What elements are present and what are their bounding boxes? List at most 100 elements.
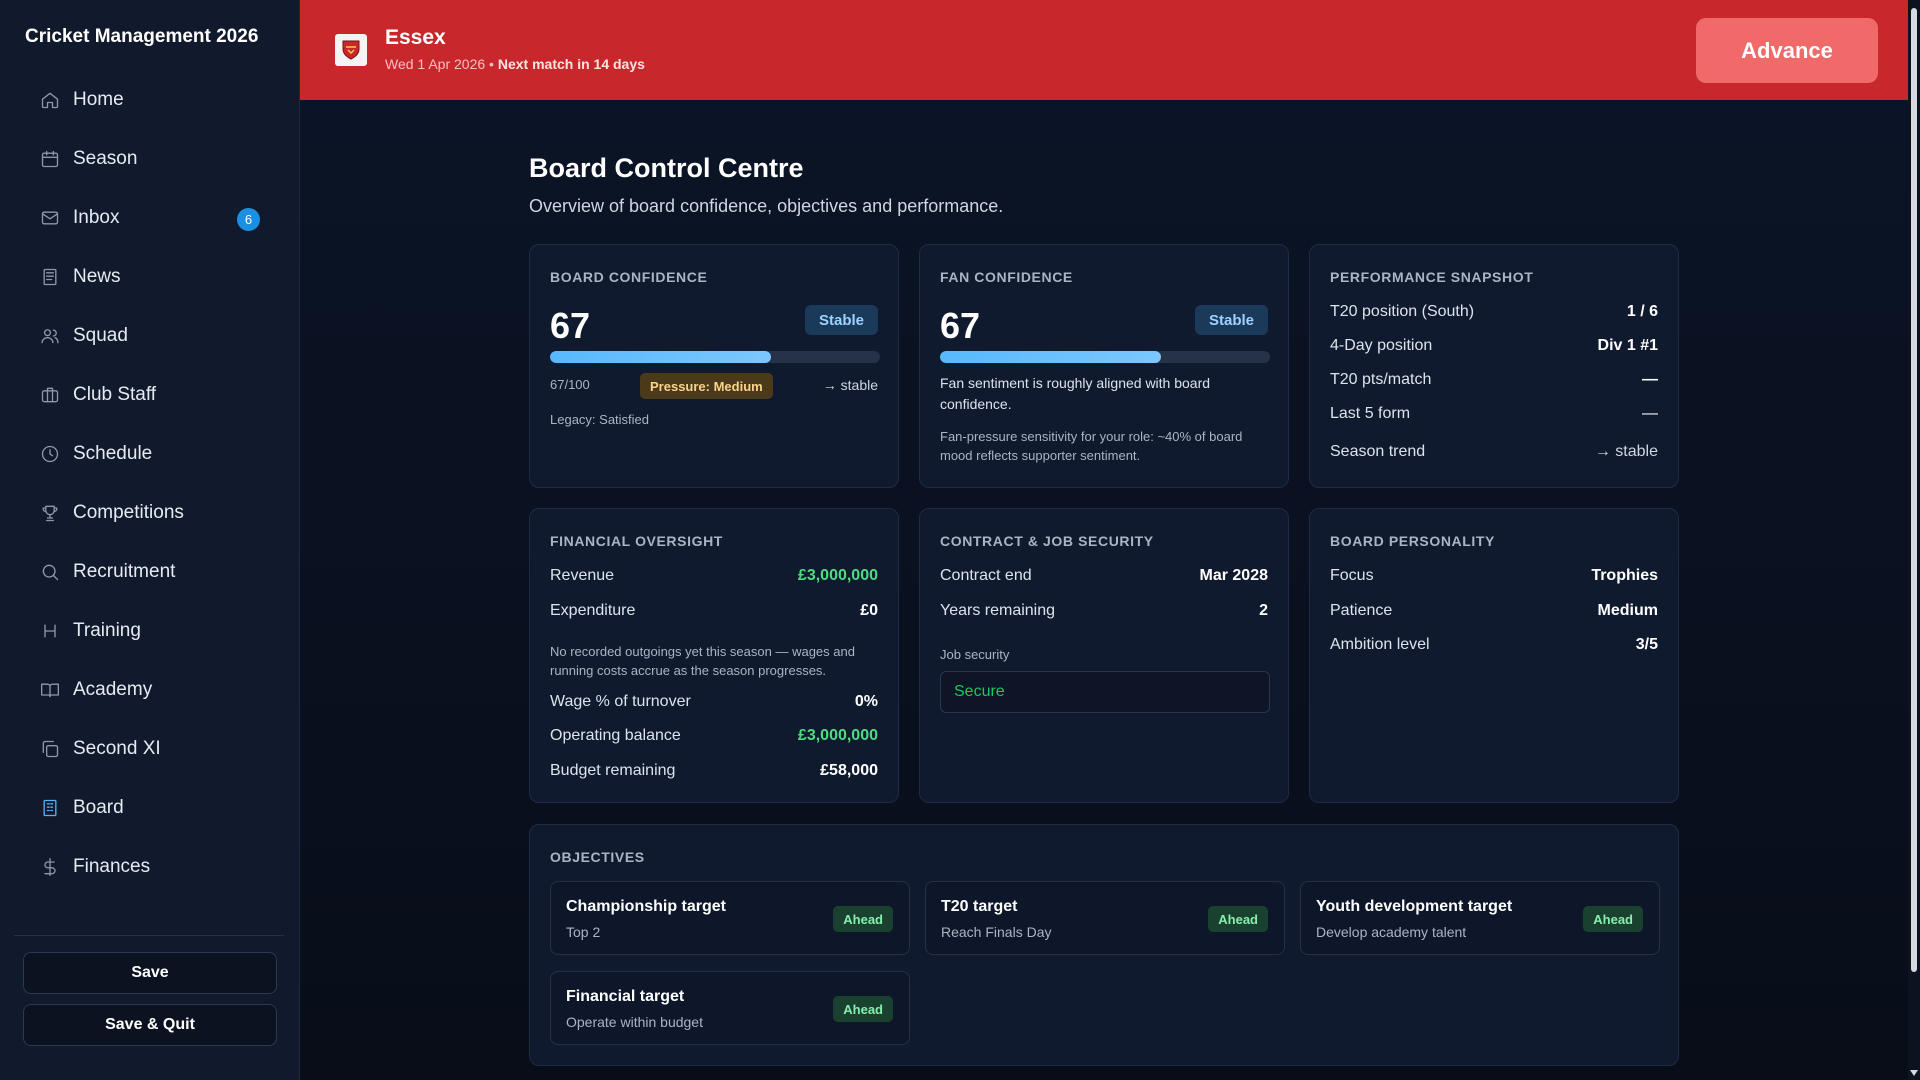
pressure-badge: Pressure: Medium (640, 373, 773, 399)
current-date: Wed 1 Apr 2026 (385, 56, 486, 72)
card-title: FAN CONFIDENCE (940, 269, 1073, 285)
perf-row: T20 pts/match — (1330, 371, 1658, 389)
objective-subtitle: Operate within budget (566, 1014, 703, 1030)
perf-value: — (1642, 371, 1658, 388)
budget-remaining-label: Budget remaining (550, 762, 676, 779)
sidebar-item-inbox[interactable]: Inbox 6 (0, 188, 300, 247)
board-personality-card: BOARD PERSONALITY Focus Trophies Patience… (1309, 508, 1679, 803)
financial-oversight-card: FINANCIAL OVERSIGHT Revenue £3,000,000 Ex… (529, 508, 899, 803)
wage-label: Wage % of turnover (550, 693, 691, 710)
budget-remaining-row: Budget remaining £58,000 (550, 762, 878, 780)
sidebar-item-label: Schedule (73, 442, 153, 464)
objective-title: Youth development target (1316, 898, 1513, 915)
card-title: FINANCIAL OVERSIGHT (550, 533, 723, 549)
scrollbar-thumb[interactable] (1911, 8, 1917, 972)
sidebar-item-home[interactable]: Home (0, 70, 300, 129)
objective-subtitle: Develop academy talent (1316, 924, 1467, 940)
objective-item[interactable]: Championship target Top 2 Ahead (550, 881, 910, 955)
inbox-unread-badge: 6 (237, 208, 260, 231)
perf-label: T20 pts/match (1330, 371, 1432, 388)
perf-value: 1 / 6 (1626, 303, 1658, 320)
scroll-down-arrow-icon[interactable] (1910, 1070, 1918, 1076)
sidebar-item-board[interactable]: Board (0, 778, 300, 837)
sidebar-item-season[interactable]: Season (0, 129, 300, 188)
sidebar-item-academy[interactable]: Academy (0, 660, 300, 719)
sidebar-item-label: Club Staff (73, 383, 157, 405)
sidebar-item-competitions[interactable]: Competitions (0, 483, 300, 542)
dumbbell-icon (40, 621, 60, 641)
operating-balance-label: Operating balance (550, 727, 681, 744)
contract-end-value: Mar 2028 (1199, 567, 1269, 584)
objective-subtitle: Reach Finals Day (941, 924, 1052, 940)
sidebar-item-finances[interactable]: Finances (0, 837, 300, 896)
focus-label: Focus (1330, 567, 1374, 584)
sidebar-item-club-staff[interactable]: Club Staff (0, 365, 300, 424)
sidebar-item-label: Second XI (73, 737, 161, 759)
objective-title: Championship target (566, 898, 727, 915)
revenue-row: Revenue £3,000,000 (550, 567, 878, 585)
objective-status-badge: Ahead (1208, 906, 1268, 932)
focus-value: Trophies (1591, 567, 1658, 584)
sidebar-item-label: News (73, 265, 121, 287)
card-title: CONTRACT & JOB SECURITY (940, 533, 1154, 549)
expenditure-row: Expenditure £0 (550, 602, 878, 620)
sidebar-item-news[interactable]: News (0, 247, 300, 306)
copy-icon (40, 739, 60, 759)
sidebar-item-training[interactable]: Training (0, 601, 300, 660)
clock-icon (40, 444, 60, 464)
performance-snapshot-card: PERFORMANCE SNAPSHOT T20 position (South… (1309, 244, 1679, 488)
legacy-status: Legacy: Satisfied (550, 412, 650, 427)
advance-button[interactable]: Advance (1696, 18, 1878, 83)
ambition-value: 3/5 (1635, 636, 1658, 653)
board-confidence-bar (550, 351, 880, 363)
focus-row: Focus Trophies (1330, 567, 1658, 585)
page-subtitle: Overview of board confidence, objectives… (529, 196, 1004, 216)
sidebar-item-second-xi[interactable]: Second XI (0, 719, 300, 778)
sidebar-item-recruitment[interactable]: Recruitment (0, 542, 300, 601)
sidebar-item-schedule[interactable]: Schedule (0, 424, 300, 483)
perf-row: Last 5 form — (1330, 405, 1658, 423)
patience-label: Patience (1330, 602, 1393, 619)
top-header: Essex Wed 1 Apr 2026 • Next match in 14 … (300, 0, 1908, 100)
objective-item[interactable]: T20 target Reach Finals Day Ahead (925, 881, 1285, 955)
sidebar-item-label: Squad (73, 324, 128, 346)
save-button[interactable]: Save (23, 952, 277, 994)
mail-icon (40, 208, 60, 228)
save-quit-button[interactable]: Save & Quit (23, 1004, 277, 1046)
perf-label: Last 5 form (1330, 405, 1411, 422)
perf-row: T20 position (South) 1 / 6 (1330, 303, 1658, 321)
dollar-icon (40, 857, 60, 877)
objective-title: Financial target (566, 988, 685, 1005)
trophy-icon (40, 503, 60, 523)
years-remaining-row: Years remaining 2 (940, 602, 1268, 620)
perf-label: Season trend (1330, 443, 1426, 460)
patience-value: Medium (1597, 602, 1658, 619)
briefcase-icon (40, 385, 60, 405)
status-badge: Stable (1194, 305, 1268, 335)
calendar-icon (40, 149, 60, 169)
fan-sentiment-note: Fan sentiment is roughly aligned with bo… (940, 375, 1211, 412)
perf-row: 4-Day position Div 1 #1 (1330, 337, 1658, 355)
sidebar-item-label: Season (73, 147, 138, 169)
fan-pressure-note: Fan-pressure sensitivity for your role: … (940, 429, 1243, 463)
outgoings-note: No recorded outgoings yet this season — … (550, 644, 855, 678)
operating-balance-row: Operating balance £3,000,000 (550, 727, 878, 745)
perf-value: Div 1 #1 (1597, 337, 1658, 354)
sidebar-item-label: Recruitment (73, 560, 176, 582)
sidebar-item-label: Training (73, 619, 141, 641)
fan-confidence-bar (940, 351, 1270, 363)
main-scrollbar[interactable] (1908, 0, 1920, 1080)
expenditure-label: Expenditure (550, 602, 636, 619)
club-crest-icon (335, 34, 367, 66)
perf-value: — (1642, 405, 1658, 422)
sidebar: Cricket Management 2026 Home Season Inbo… (0, 0, 300, 1080)
board-confidence-trend: → stable (822, 377, 878, 393)
objective-item[interactable]: Youth development target Develop academy… (1300, 881, 1660, 955)
objective-item[interactable]: Financial target Operate within budget A… (550, 971, 910, 1045)
book-icon (40, 680, 60, 700)
page-title: Board Control Centre (529, 153, 804, 183)
operating-balance-value: £3,000,000 (797, 727, 878, 744)
sidebar-item-squad[interactable]: Squad (0, 306, 300, 365)
budget-remaining-value: £58,000 (820, 762, 878, 779)
ambition-row: Ambition level 3/5 (1330, 636, 1658, 654)
